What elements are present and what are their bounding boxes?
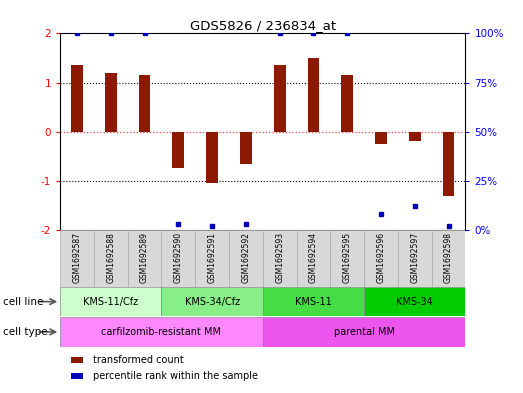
Text: GSM1692598: GSM1692598	[444, 232, 453, 283]
Text: KMS-11/Cfz: KMS-11/Cfz	[83, 297, 139, 307]
Bar	[229, 230, 263, 287]
Bar	[206, 132, 218, 183]
Text: GSM1692588: GSM1692588	[106, 232, 115, 283]
Bar	[71, 65, 83, 132]
Bar	[364, 287, 465, 316]
Bar	[173, 132, 184, 169]
Text: GSM1692595: GSM1692595	[343, 232, 352, 283]
Text: GSM1692591: GSM1692591	[208, 232, 217, 283]
Bar	[375, 132, 387, 144]
Bar	[139, 75, 151, 132]
Bar	[263, 230, 297, 287]
Text: carfilzomib-resistant MM: carfilzomib-resistant MM	[101, 327, 221, 337]
Bar	[308, 58, 320, 132]
Bar	[162, 287, 263, 316]
Bar	[398, 230, 431, 287]
Bar	[162, 230, 195, 287]
Bar	[60, 230, 94, 287]
Text: GSM1692589: GSM1692589	[140, 232, 149, 283]
Text: KMS-34/Cfz: KMS-34/Cfz	[185, 297, 240, 307]
Text: GSM1692597: GSM1692597	[411, 232, 419, 283]
Text: GSM1692587: GSM1692587	[73, 232, 82, 283]
Bar	[105, 73, 117, 132]
Bar	[297, 230, 331, 287]
Bar	[71, 373, 84, 379]
Text: KMS-11: KMS-11	[295, 297, 332, 307]
Text: cell line: cell line	[3, 297, 43, 307]
Text: percentile rank within the sample: percentile rank within the sample	[93, 371, 257, 381]
Bar	[364, 230, 398, 287]
Bar	[128, 230, 162, 287]
Text: KMS-34: KMS-34	[396, 297, 433, 307]
Bar	[94, 230, 128, 287]
Text: cell type: cell type	[3, 327, 47, 337]
Bar	[71, 357, 84, 364]
Text: parental MM: parental MM	[334, 327, 395, 337]
Bar	[274, 65, 286, 132]
Bar	[409, 132, 420, 141]
Text: GSM1692590: GSM1692590	[174, 232, 183, 283]
Bar	[195, 230, 229, 287]
Bar	[263, 317, 465, 347]
Text: transformed count: transformed count	[93, 355, 183, 365]
Bar	[263, 287, 364, 316]
Text: GSM1692594: GSM1692594	[309, 232, 318, 283]
Bar	[331, 230, 364, 287]
Bar	[442, 132, 454, 195]
Bar	[431, 230, 465, 287]
Text: GSM1692593: GSM1692593	[275, 232, 284, 283]
Bar	[60, 317, 263, 347]
Text: GSM1692596: GSM1692596	[377, 232, 385, 283]
Bar	[240, 132, 252, 163]
Bar	[342, 75, 353, 132]
Text: GSM1692592: GSM1692592	[242, 232, 251, 283]
Bar	[60, 287, 162, 316]
Title: GDS5826 / 236834_at: GDS5826 / 236834_at	[190, 19, 336, 32]
